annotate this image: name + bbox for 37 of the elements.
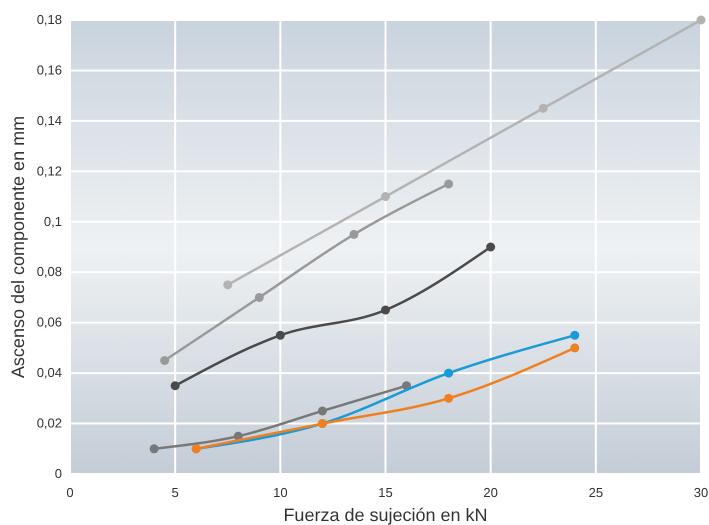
y-tick-label: 0,02 (36, 416, 62, 431)
point (150, 444, 159, 454)
x-tick-label: 25 (588, 485, 604, 500)
y-tick-label: 0,08 (36, 264, 62, 280)
point (538, 104, 548, 113)
y-axis-title: Ascenso del componente en mm (8, 116, 28, 378)
point (486, 242, 496, 252)
x-tick-label: 10 (273, 485, 288, 500)
point (170, 381, 180, 390)
point (444, 394, 454, 403)
point (276, 330, 285, 340)
point (254, 292, 264, 302)
x-tick-label: 30 (694, 485, 708, 500)
y-tick-label: 0,16 (36, 62, 62, 78)
point (381, 306, 390, 315)
x-tick-label: 15 (378, 485, 393, 500)
point (570, 343, 580, 352)
x-tick-label: 5 (172, 485, 179, 500)
y-tick-label: 0 (54, 466, 62, 481)
point (349, 230, 358, 239)
y-tick-label: 0,12 (36, 163, 62, 178)
y-tick-label: 0,1 (44, 214, 62, 229)
point (696, 16, 706, 24)
x-tick-label: 0 (66, 485, 74, 500)
point (223, 280, 232, 290)
y-tick-label: 0,18 (36, 12, 62, 27)
y-tick-label: 0,04 (36, 365, 62, 380)
point (570, 330, 580, 340)
x-axis-title: Fuerza de sujeción en kN (283, 505, 488, 525)
y-tick-label: 0,14 (36, 112, 62, 128)
point (444, 368, 454, 378)
point (381, 192, 390, 202)
y-tick-label: 0,06 (36, 314, 62, 330)
x-tick-label: 20 (483, 485, 498, 500)
point (318, 406, 327, 416)
point (160, 356, 170, 365)
point (444, 179, 454, 188)
